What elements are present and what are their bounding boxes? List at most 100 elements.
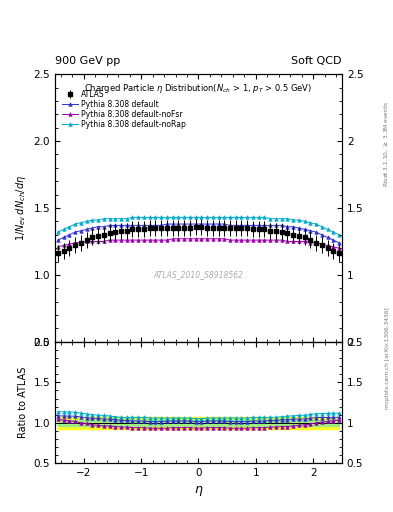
Pythia 8.308 default	[262, 222, 267, 228]
Y-axis label: Ratio to ATLAS: Ratio to ATLAS	[18, 367, 28, 438]
Pythia 8.308 default-noFsr	[314, 240, 318, 246]
Pythia 8.308 default	[274, 222, 278, 228]
Pythia 8.308 default-noRap	[73, 221, 77, 227]
Pythia 8.308 default	[245, 222, 250, 228]
Line: Pythia 8.308 default-noRap: Pythia 8.308 default-noRap	[56, 216, 341, 237]
Pythia 8.308 default-noFsr	[141, 237, 146, 243]
Pythia 8.308 default	[136, 222, 141, 228]
Pythia 8.308 default-noFsr	[325, 242, 330, 248]
Pythia 8.308 default-noFsr	[279, 237, 284, 243]
Pythia 8.308 default-noFsr	[61, 242, 66, 248]
Pythia 8.308 default-noFsr	[113, 237, 118, 243]
Pythia 8.308 default-noFsr	[308, 240, 313, 246]
X-axis label: $\eta$: $\eta$	[194, 484, 203, 498]
Pythia 8.308 default	[233, 222, 238, 228]
Pythia 8.308 default-noRap	[79, 220, 83, 226]
Pythia 8.308 default-noRap	[314, 221, 318, 227]
Pythia 8.308 default-noFsr	[199, 236, 204, 242]
Pythia 8.308 default-noRap	[216, 215, 221, 221]
Pythia 8.308 default	[130, 222, 135, 228]
Pythia 8.308 default-noFsr	[55, 244, 60, 250]
Pythia 8.308 default-noRap	[268, 216, 273, 222]
Pythia 8.308 default-noRap	[245, 215, 250, 221]
Pythia 8.308 default-noFsr	[107, 237, 112, 243]
Pythia 8.308 default-noRap	[176, 215, 181, 221]
Pythia 8.308 default	[107, 222, 112, 228]
Pythia 8.308 default-noRap	[90, 217, 95, 223]
Pythia 8.308 default	[205, 221, 209, 227]
Pythia 8.308 default-noFsr	[285, 239, 290, 245]
Pythia 8.308 default-noRap	[125, 216, 129, 222]
Pythia 8.308 default-noFsr	[159, 237, 163, 243]
Pythia 8.308 default-noFsr	[291, 239, 296, 245]
Pythia 8.308 default-noFsr	[297, 239, 301, 245]
Pythia 8.308 default	[153, 222, 158, 228]
Pythia 8.308 default	[297, 225, 301, 231]
Pythia 8.308 default-noRap	[159, 215, 163, 221]
Pythia 8.308 default	[239, 222, 244, 228]
Pythia 8.308 default-noFsr	[239, 237, 244, 243]
Pythia 8.308 default-noRap	[84, 218, 89, 224]
Pythia 8.308 default-noFsr	[331, 244, 336, 250]
Pythia 8.308 default-noRap	[67, 224, 72, 230]
Pythia 8.308 default-noRap	[55, 229, 60, 235]
Pythia 8.308 default	[61, 234, 66, 241]
Pythia 8.308 default	[308, 228, 313, 234]
Pythia 8.308 default-noRap	[107, 216, 112, 222]
Pythia 8.308 default-noRap	[119, 216, 123, 222]
Pythia 8.308 default	[96, 224, 101, 230]
Pythia 8.308 default-noFsr	[165, 237, 169, 243]
Pythia 8.308 default-noFsr	[90, 239, 95, 245]
Pythia 8.308 default-noRap	[274, 216, 278, 222]
Pythia 8.308 default-noFsr	[182, 236, 187, 242]
Pythia 8.308 default-noRap	[262, 215, 267, 221]
Pythia 8.308 default-noFsr	[274, 237, 278, 243]
Pythia 8.308 default-noFsr	[245, 237, 250, 243]
Pythia 8.308 default-noRap	[101, 216, 106, 222]
Pythia 8.308 default-noRap	[130, 215, 135, 221]
Pythia 8.308 default-noRap	[113, 216, 118, 222]
Pythia 8.308 default-noRap	[96, 217, 101, 223]
Pythia 8.308 default	[73, 229, 77, 235]
Pythia 8.308 default	[279, 222, 284, 228]
Pythia 8.308 default	[119, 222, 123, 228]
Pythia 8.308 default	[176, 221, 181, 227]
Pythia 8.308 default-noRap	[165, 215, 169, 221]
Pythia 8.308 default	[320, 231, 324, 238]
Pythia 8.308 default	[67, 231, 72, 238]
Pythia 8.308 default-noRap	[182, 215, 187, 221]
Pythia 8.308 default	[84, 226, 89, 232]
Pythia 8.308 default	[302, 226, 307, 232]
Pythia 8.308 default-noRap	[320, 224, 324, 230]
Pythia 8.308 default-noRap	[331, 229, 336, 235]
Pythia 8.308 default-noRap	[291, 217, 296, 223]
Pythia 8.308 default	[325, 234, 330, 241]
Pythia 8.308 default-noRap	[187, 215, 192, 221]
Y-axis label: $1/N_{ev}\,dN_{ch}/d\eta$: $1/N_{ev}\,dN_{ch}/d\eta$	[14, 175, 28, 241]
Pythia 8.308 default-noRap	[205, 215, 209, 221]
Pythia 8.308 default	[314, 229, 318, 235]
Pythia 8.308 default	[211, 221, 215, 227]
Pythia 8.308 default-noRap	[147, 215, 152, 221]
Pythia 8.308 default-noRap	[337, 231, 342, 238]
Pythia 8.308 default-noFsr	[119, 237, 123, 243]
Pythia 8.308 default-noRap	[308, 220, 313, 226]
Pythia 8.308 default	[182, 221, 187, 227]
Text: mcplots.cern.ch [arXiv:1306.3436]: mcplots.cern.ch [arXiv:1306.3436]	[385, 308, 390, 409]
Pythia 8.308 default-noFsr	[268, 237, 273, 243]
Pythia 8.308 default-noFsr	[125, 237, 129, 243]
Pythia 8.308 default	[251, 222, 255, 228]
Pythia 8.308 default	[285, 224, 290, 230]
Pythia 8.308 default-noRap	[193, 215, 198, 221]
Pythia 8.308 default	[165, 221, 169, 227]
Pythia 8.308 default-noFsr	[170, 236, 175, 242]
Pythia 8.308 default-noRap	[199, 215, 204, 221]
Text: 900 GeV pp: 900 GeV pp	[55, 55, 120, 66]
Pythia 8.308 default-noFsr	[256, 237, 261, 243]
Pythia 8.308 default	[101, 224, 106, 230]
Pythia 8.308 default	[113, 222, 118, 228]
Pythia 8.308 default-noFsr	[79, 240, 83, 246]
Pythia 8.308 default	[187, 221, 192, 227]
Pythia 8.308 default	[159, 222, 163, 228]
Pythia 8.308 default	[337, 240, 342, 246]
